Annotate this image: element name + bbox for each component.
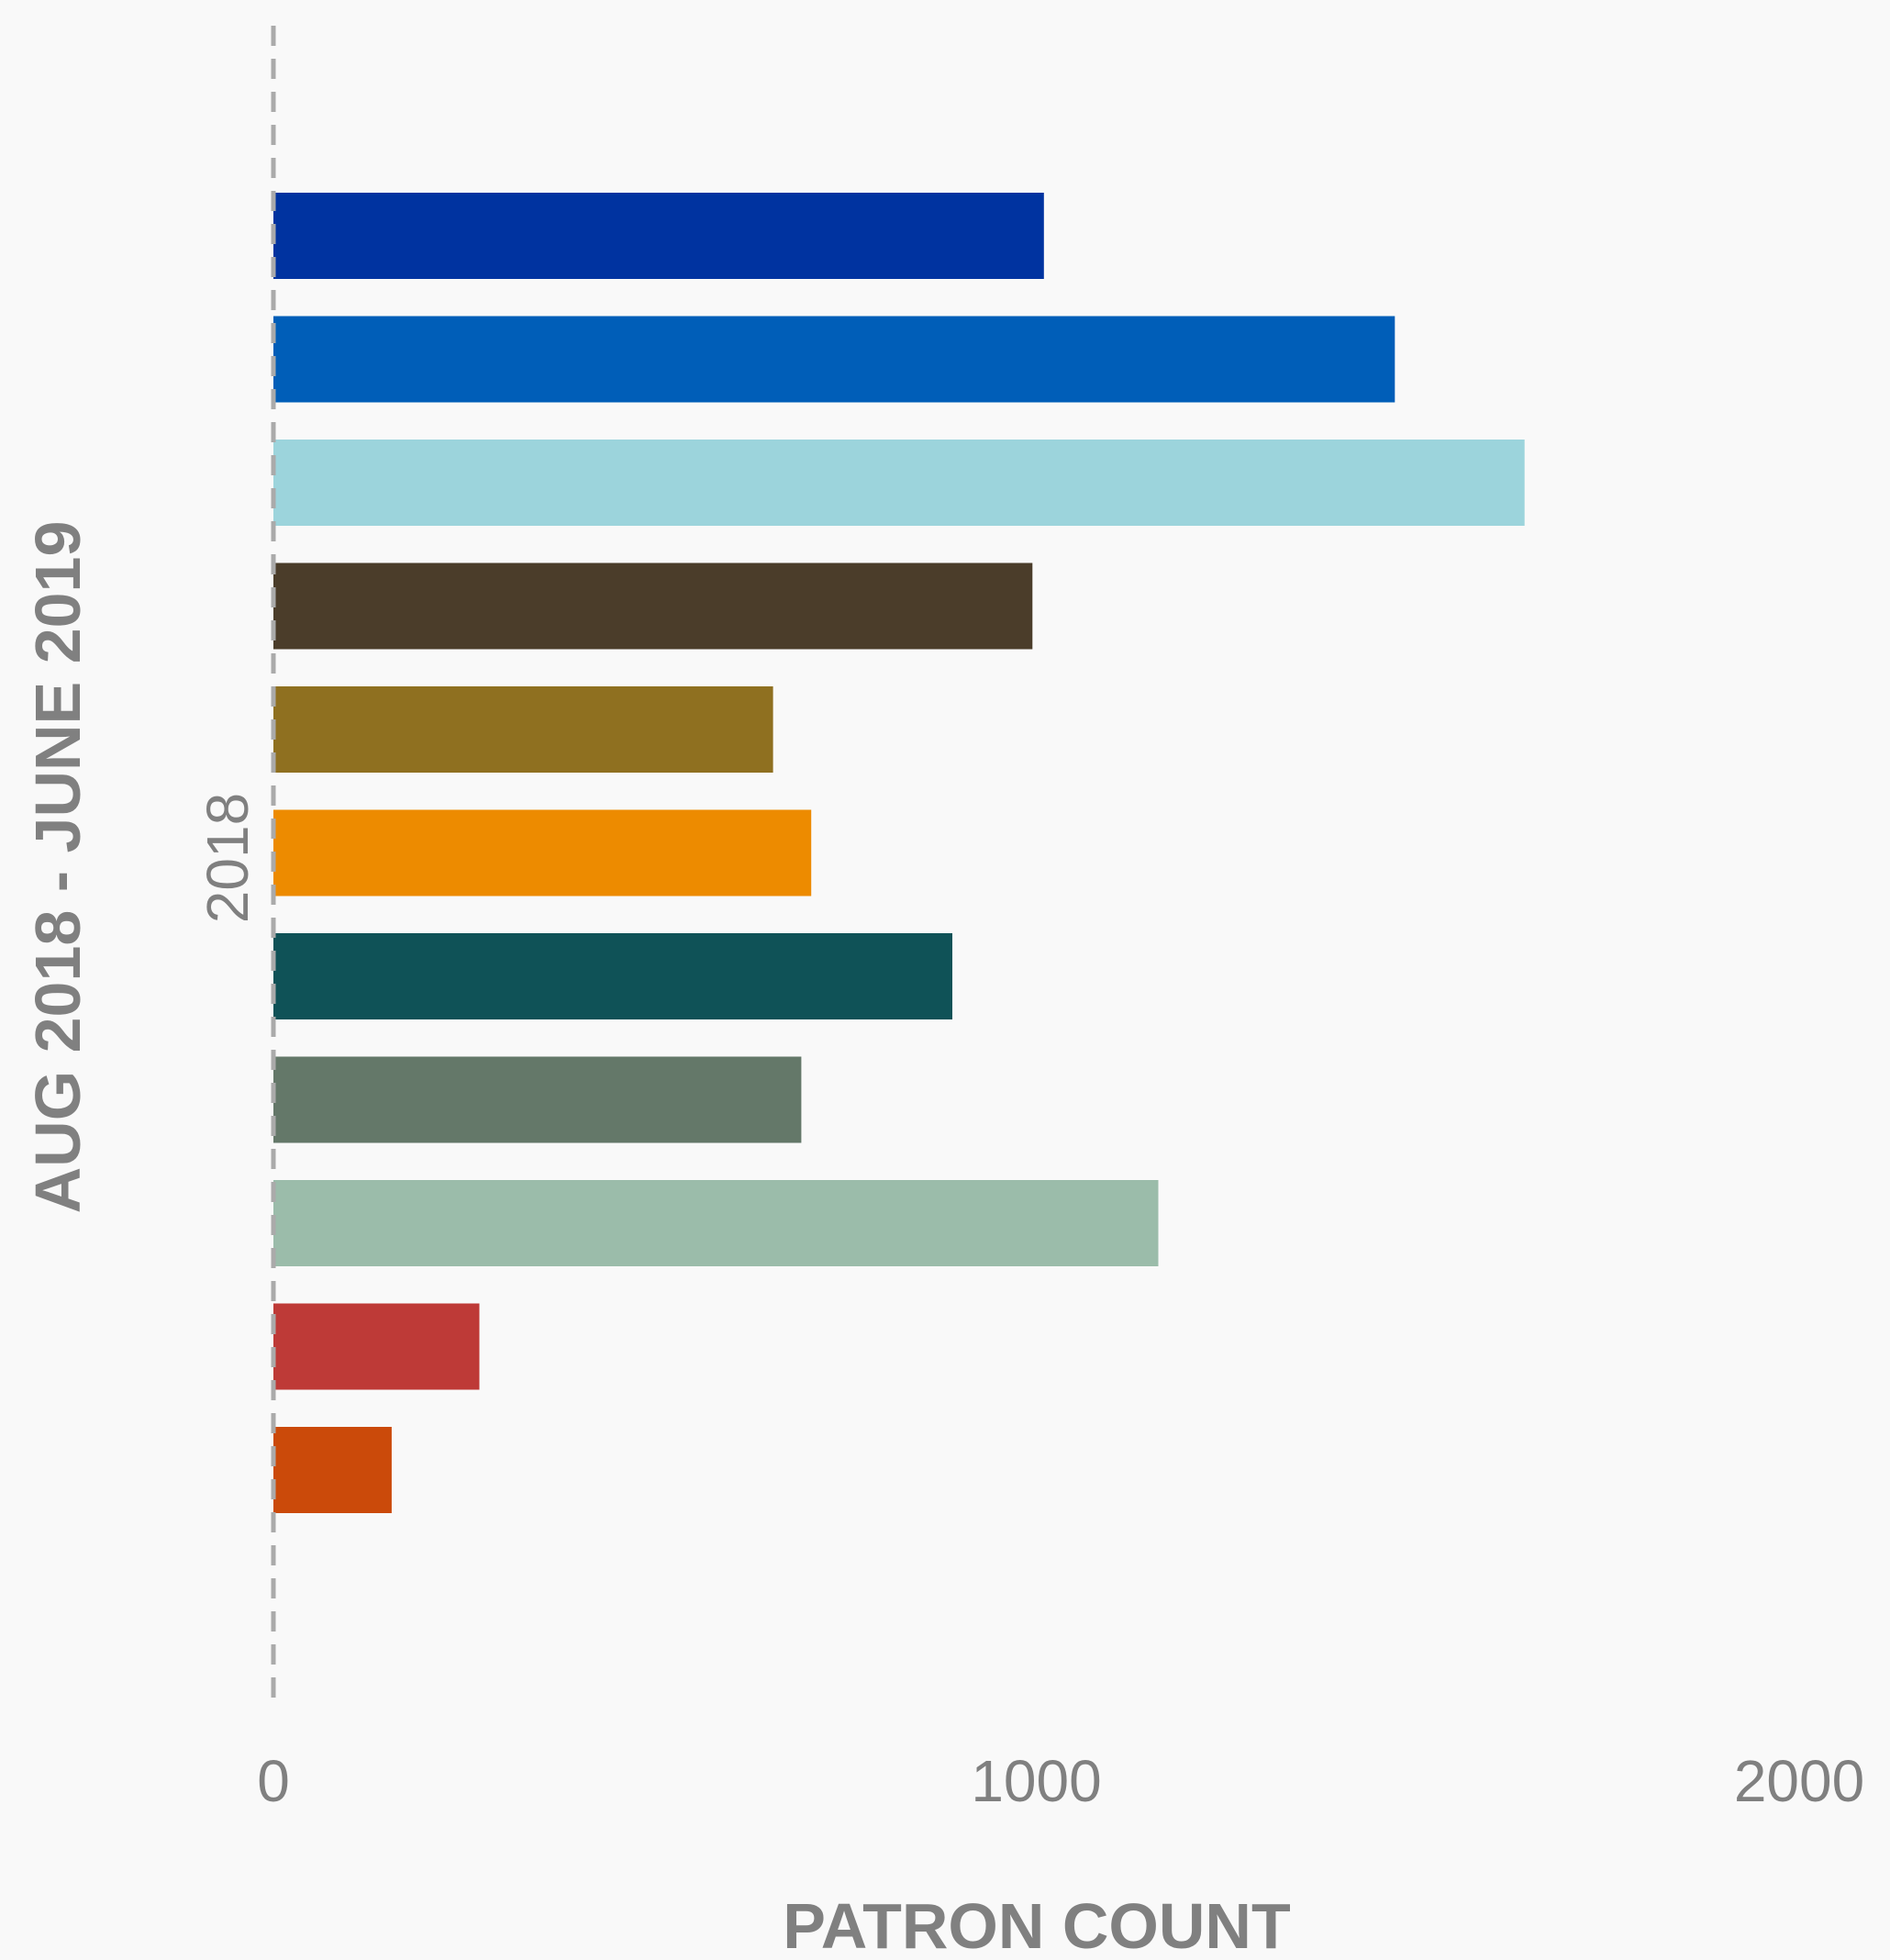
bar-9 <box>273 1180 1159 1266</box>
x-axis-title: PATRON COUNT <box>783 1890 1290 1960</box>
bar-7 <box>273 933 952 1019</box>
x-axis-ticks: 0 1000 2000 <box>257 1748 1864 1814</box>
y-axis-title: AUG 2018 - JUNE 2019 <box>22 521 94 1214</box>
bar-3 <box>273 440 1525 526</box>
x-tick-label-2000: 2000 <box>1734 1748 1864 1814</box>
bar-11 <box>273 1427 392 1513</box>
bar-6 <box>273 809 812 896</box>
bar-5 <box>273 686 773 773</box>
bar-4 <box>273 562 1033 650</box>
bar-10 <box>273 1303 480 1390</box>
bars-layer <box>273 193 1525 1513</box>
x-tick-label-1000: 1000 <box>971 1748 1101 1814</box>
bar-2 <box>273 316 1395 403</box>
x-tick-label-0: 0 <box>257 1748 290 1814</box>
category-label: 2018 <box>195 793 261 923</box>
bar-8 <box>273 1056 802 1143</box>
bar-1 <box>273 193 1044 279</box>
